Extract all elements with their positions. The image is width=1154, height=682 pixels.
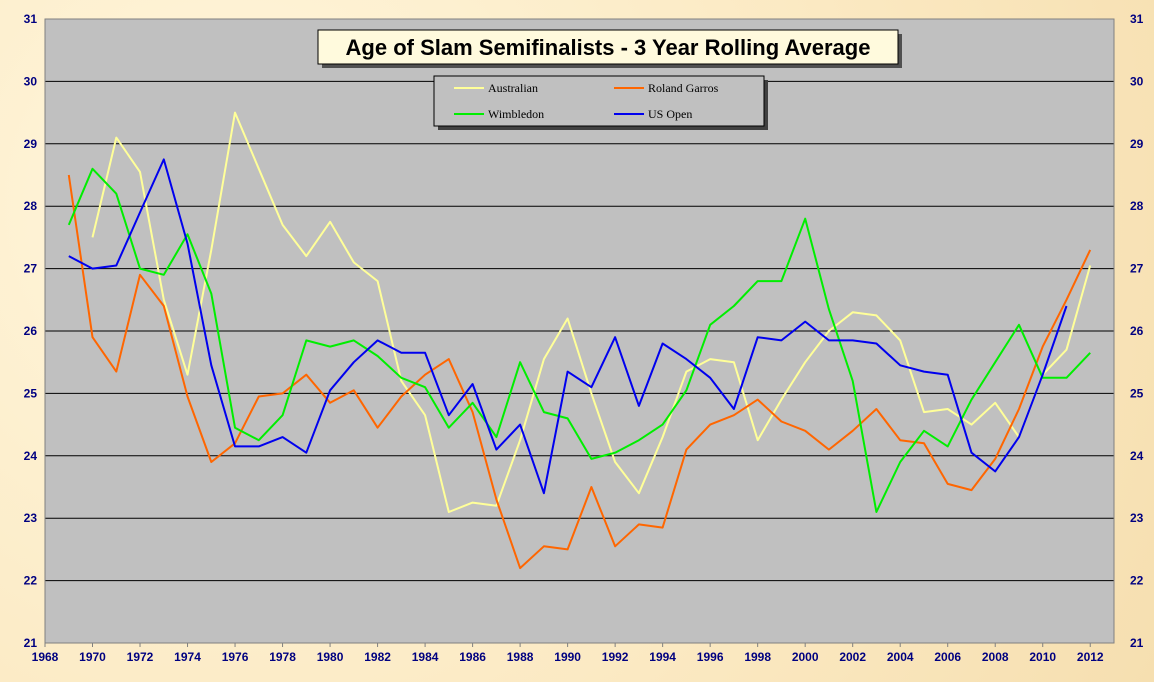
x-tick-1990: 1990 xyxy=(554,650,581,664)
x-tick-1972: 1972 xyxy=(127,650,154,664)
x-tick-1970: 1970 xyxy=(79,650,106,664)
x-tick-1988: 1988 xyxy=(507,650,534,664)
x-tick-2006: 2006 xyxy=(934,650,961,664)
title-box xyxy=(317,29,899,65)
y-tick-left-30: 30 xyxy=(24,74,38,88)
y-tick-right-29: 29 xyxy=(1130,137,1144,151)
x-tick-1980: 1980 xyxy=(317,650,344,664)
x-tick-2010: 2010 xyxy=(1029,650,1056,664)
series-line-roland-garros xyxy=(67,174,1092,570)
y-tick-left-29: 29 xyxy=(24,137,38,151)
y-tick-right-27: 27 xyxy=(1130,262,1144,276)
x-tick-1998: 1998 xyxy=(744,650,771,664)
x-tick-1968: 1968 xyxy=(32,650,59,664)
y-tick-left-24: 24 xyxy=(24,449,38,463)
y-tick-left-28: 28 xyxy=(24,199,38,213)
x-tick-1994: 1994 xyxy=(649,650,676,664)
series-line-wimbledon xyxy=(67,167,1091,513)
y-tick-right-22: 22 xyxy=(1130,574,1144,588)
x-tick-1986: 1986 xyxy=(459,650,486,664)
y-tick-right-26: 26 xyxy=(1130,324,1144,338)
x-tick-2004: 2004 xyxy=(887,650,914,664)
y-tick-right-30: 30 xyxy=(1130,74,1144,88)
legend-label-australian: Australian xyxy=(488,81,538,95)
y-axis-ticks-right: 21 22 23 24 25 26 27 28 29 30 31 xyxy=(1130,12,1144,650)
y-tick-left-31: 31 xyxy=(24,12,38,26)
x-tick-2002: 2002 xyxy=(839,650,866,664)
y-tick-left-22: 22 xyxy=(24,574,38,588)
legend-label-wimbledon: Wimbledon xyxy=(488,107,544,121)
y-tick-left-23: 23 xyxy=(24,511,38,525)
plot-border xyxy=(44,18,1115,644)
y-tick-left-27: 27 xyxy=(24,262,38,276)
series-line-us-open xyxy=(68,158,1068,495)
y-tick-right-25: 25 xyxy=(1130,386,1144,400)
legend-label-us-open: US Open xyxy=(648,107,692,121)
y-tick-right-31: 31 xyxy=(1130,12,1144,26)
x-tick-1992: 1992 xyxy=(602,650,629,664)
x-tick-2012: 2012 xyxy=(1077,650,1104,664)
series-line-australian xyxy=(91,111,1092,513)
x-axis-ticks: 1968 1970 1972 1974 1976 1978 1980 1982 1984 1986… xyxy=(32,643,1104,664)
x-tick-2000: 2000 xyxy=(792,650,819,664)
x-tick-1978: 1978 xyxy=(269,650,296,664)
y-tick-left-25: 25 xyxy=(24,386,38,400)
x-tick-1974: 1974 xyxy=(174,650,201,664)
x-tick-2008: 2008 xyxy=(982,650,1009,664)
series-lines xyxy=(67,111,1092,570)
y-tick-left-21: 21 xyxy=(24,636,38,650)
legend-box xyxy=(433,75,765,127)
x-tick-1984: 1984 xyxy=(412,650,439,664)
legend-label-roland-garros: Roland Garros xyxy=(648,81,719,95)
chart-title: Age of Slam Semifinalists - 3 Year Rolli… xyxy=(346,35,871,60)
x-tick-1976: 1976 xyxy=(222,650,249,664)
y-tick-right-23: 23 xyxy=(1130,511,1144,525)
y-tick-right-28: 28 xyxy=(1130,199,1144,213)
legend: Australian Roland Garros Wimbledon US Open xyxy=(454,81,719,121)
y-tick-right-24: 24 xyxy=(1130,449,1144,463)
y-axis-ticks-left: 21 22 23 24 25 26 27 28 29 30 31 xyxy=(24,12,38,650)
y-tick-right-21: 21 xyxy=(1130,636,1144,650)
y-tick-left-26: 26 xyxy=(24,324,38,338)
x-tick-1996: 1996 xyxy=(697,650,724,664)
x-tick-1982: 1982 xyxy=(364,650,391,664)
